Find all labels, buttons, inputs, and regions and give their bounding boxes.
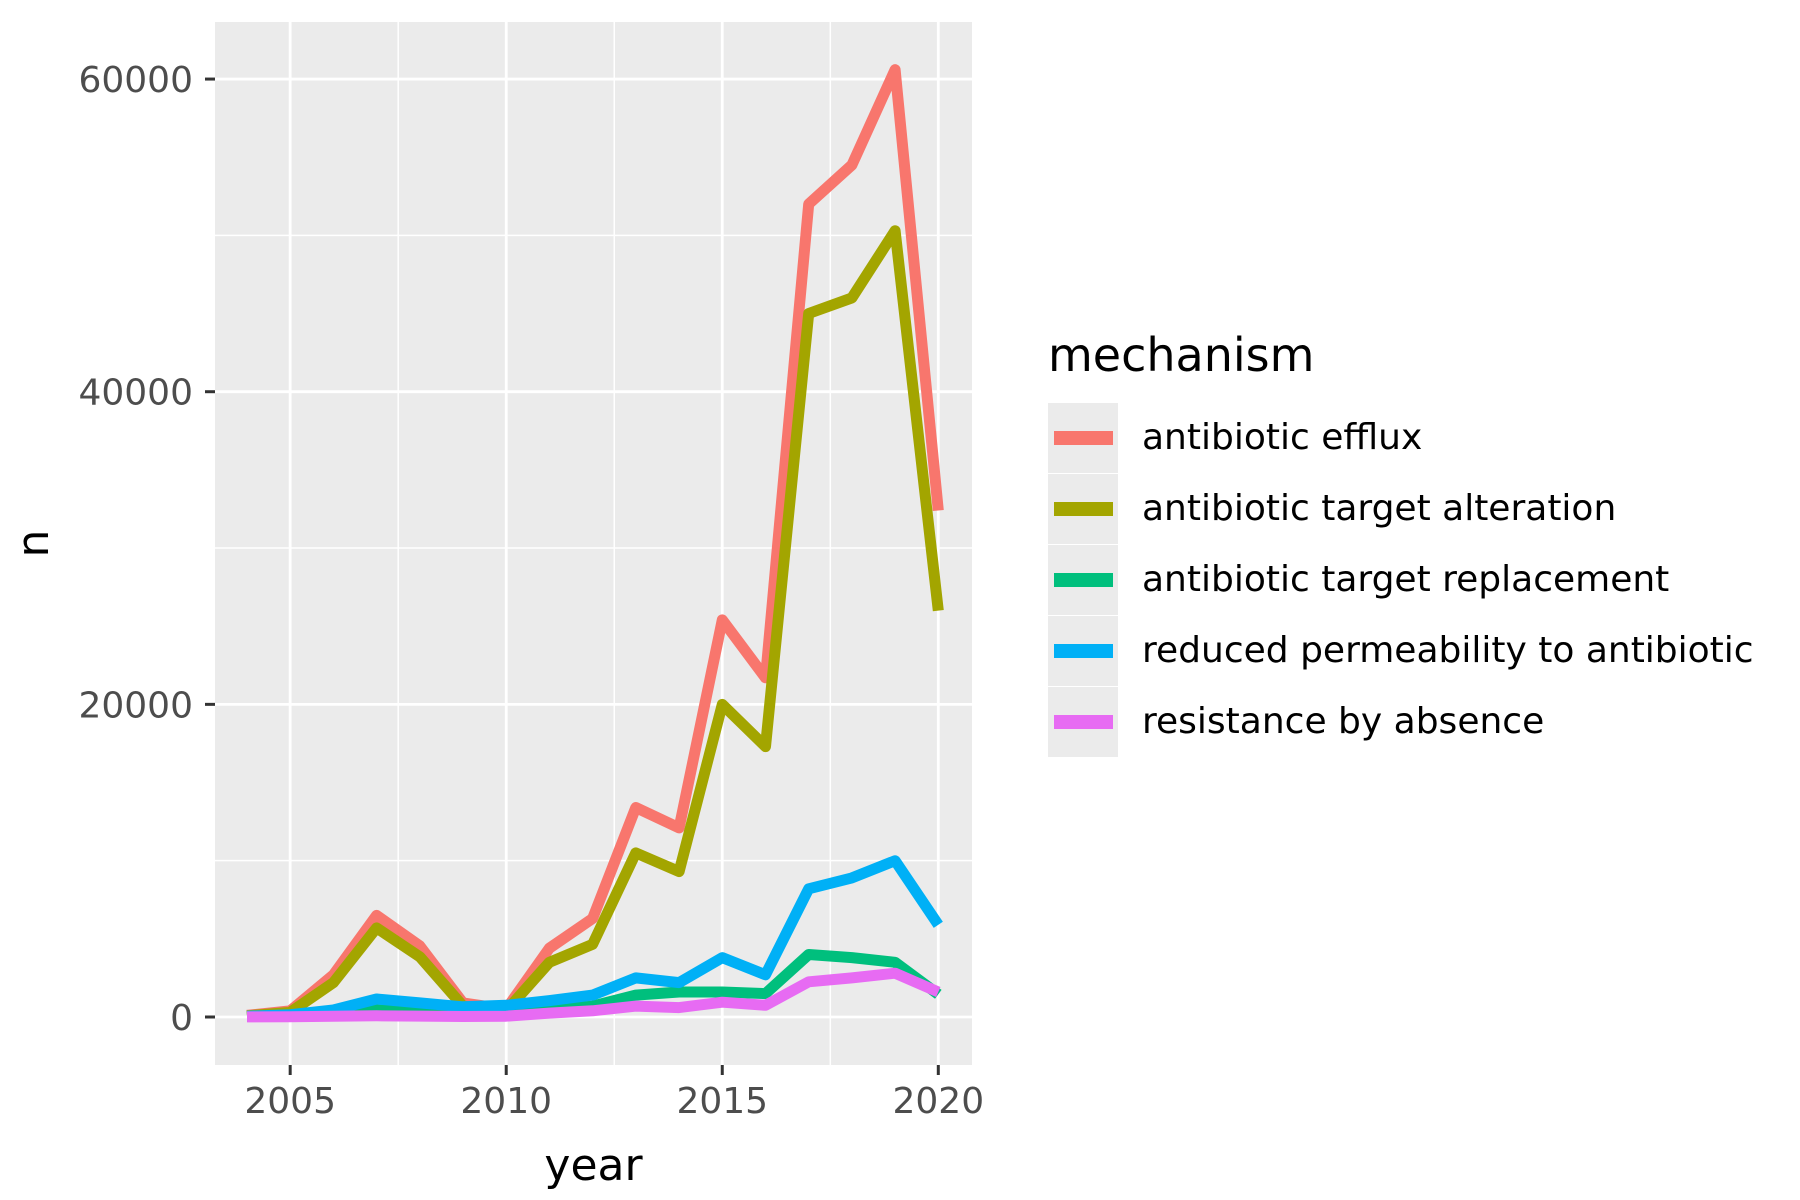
series-line-reduced-permeability-to-antibiotic bbox=[246, 855, 943, 1022]
series-line-antibiotic-efflux bbox=[246, 64, 944, 1021]
legend-color-swatch bbox=[1053, 501, 1113, 516]
y-tick-label: 60000 bbox=[78, 60, 193, 101]
legend-key-background bbox=[1048, 615, 1118, 686]
y-axis-title: n bbox=[8, 530, 59, 558]
legend: mechanism antibiotic efflux antibiotic ta… bbox=[1048, 330, 1788, 758]
x-axis-title: year bbox=[544, 1140, 643, 1191]
legend-item: antibiotic target replacement bbox=[1048, 544, 1788, 615]
legend-item: reduced permeability to antibiotic bbox=[1048, 615, 1788, 686]
y-tick-label: 40000 bbox=[78, 373, 193, 414]
legend-rows: antibiotic efflux antibiotic target alter… bbox=[1048, 402, 1788, 757]
x-tick-label: 2020 bbox=[892, 1081, 984, 1122]
legend-label: antibiotic target alteration bbox=[1142, 488, 1617, 530]
y-tick-label: 0 bbox=[170, 998, 193, 1039]
legend-key-background bbox=[1048, 473, 1118, 544]
legend-label: reduced permeability to antibiotic bbox=[1142, 630, 1754, 672]
legend-color-swatch bbox=[1053, 430, 1113, 445]
panel-background bbox=[215, 22, 972, 1065]
legend-label: resistance by absence bbox=[1142, 701, 1545, 743]
x-tick-label: 2010 bbox=[460, 1081, 552, 1122]
legend-label: antibiotic efflux bbox=[1142, 417, 1423, 459]
legend-item: antibiotic target alteration bbox=[1048, 473, 1788, 544]
x-tick-label: 2005 bbox=[244, 1081, 336, 1122]
series-line-resistance-by-absence bbox=[246, 967, 941, 1023]
x-tick-label: 2015 bbox=[676, 1081, 768, 1122]
legend-key-background bbox=[1048, 544, 1118, 615]
legend-color-swatch bbox=[1053, 643, 1113, 658]
legend-key-background bbox=[1048, 686, 1118, 757]
legend-key-background bbox=[1048, 402, 1118, 473]
legend-color-swatch bbox=[1053, 714, 1113, 729]
legend-color-swatch bbox=[1053, 572, 1113, 587]
legend-title: mechanism bbox=[1048, 328, 1315, 382]
series-line-antibiotic-target-alteration bbox=[246, 225, 944, 1022]
legend-item: antibiotic efflux bbox=[1048, 402, 1788, 473]
legend-label: antibiotic target replacement bbox=[1142, 559, 1670, 601]
legend-item: resistance by absence bbox=[1048, 686, 1788, 757]
y-tick-label: 20000 bbox=[78, 685, 193, 726]
